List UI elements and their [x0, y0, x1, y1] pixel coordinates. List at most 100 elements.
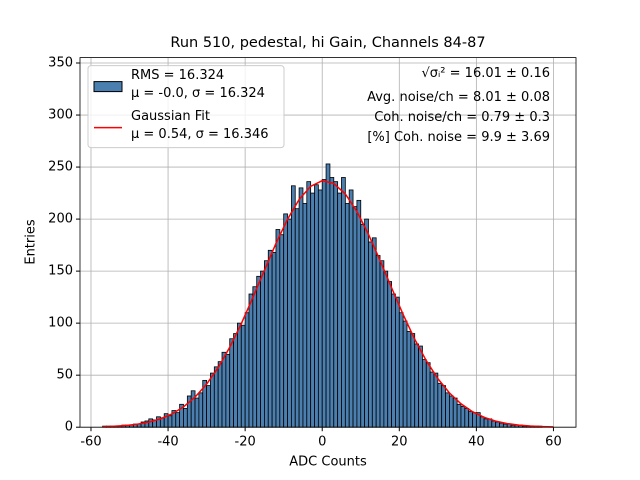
legend-label: μ = -0.0, σ = 16.324 [131, 86, 265, 101]
axes-frame [79, 57, 577, 428]
bar [329, 177, 335, 428]
bar [217, 361, 223, 428]
bar [233, 333, 238, 428]
bar [448, 395, 454, 428]
bar [356, 199, 362, 428]
bar [264, 260, 269, 428]
bar [348, 189, 354, 428]
bar [317, 189, 323, 428]
bar [210, 372, 215, 428]
bar [371, 237, 377, 428]
x-tick-label: 60 [545, 435, 562, 450]
bar [298, 187, 304, 428]
y-tick-label: 200 [48, 212, 73, 227]
y-tick-label: 300 [48, 108, 73, 123]
y-tick-label: 50 [56, 368, 73, 383]
legend-label: μ = 0.54, σ = 16.346 [131, 127, 269, 142]
x-tick-label: 0 [318, 435, 326, 450]
bar [437, 383, 443, 428]
bar [491, 420, 497, 428]
bar [483, 418, 489, 428]
legend-box [87, 65, 285, 149]
bar [398, 312, 404, 428]
x-tick-label: -60 [80, 435, 101, 450]
bar [198, 392, 204, 428]
bar [279, 234, 285, 428]
bar [225, 353, 231, 428]
bar [495, 421, 500, 428]
bar [306, 181, 312, 428]
bar [229, 338, 234, 428]
y-tick-label: 100 [48, 316, 73, 331]
x-tick-label: 40 [468, 435, 485, 450]
x-tick-label: 20 [391, 435, 408, 450]
bar [468, 411, 473, 428]
bar [175, 412, 181, 428]
bar [502, 423, 508, 428]
bar [167, 415, 173, 428]
bar [248, 293, 254, 428]
bar [375, 255, 381, 428]
bar [452, 397, 458, 428]
bar [190, 390, 196, 428]
bar [456, 403, 462, 428]
legend-swatch [93, 81, 123, 93]
bar [445, 392, 450, 428]
bar [352, 206, 358, 428]
bar [310, 192, 315, 428]
legend-label: Gaussian Fit [131, 109, 210, 124]
bar [341, 177, 346, 428]
bar [206, 385, 211, 428]
x-tick-label: -20 [235, 435, 256, 450]
annotation: Coh. noise/ch = 0.79 ± 0.3 [374, 110, 550, 125]
bar [391, 293, 396, 428]
bar [422, 359, 427, 428]
bar [410, 333, 416, 428]
bar [364, 218, 369, 428]
bar [418, 345, 423, 428]
bar [302, 203, 308, 428]
bar [472, 412, 477, 428]
bar [429, 371, 435, 428]
y-tick-label: 150 [48, 264, 73, 279]
bar [499, 422, 504, 428]
bar [460, 405, 466, 428]
bar [387, 281, 392, 428]
bar [221, 351, 227, 428]
bar [402, 320, 408, 428]
bar [425, 362, 431, 428]
bar [267, 249, 273, 428]
bar [294, 208, 300, 428]
bar [244, 312, 250, 428]
bar [237, 322, 242, 428]
annotation: √σᵢ² = 16.01 ± 0.16 [421, 66, 550, 81]
y-tick-label: 350 [48, 56, 73, 71]
bar [271, 251, 277, 428]
bar [148, 418, 154, 428]
bar [194, 397, 200, 428]
bar [441, 385, 446, 428]
bar [368, 241, 373, 428]
bar [213, 366, 219, 428]
bar [479, 416, 485, 428]
bar [406, 331, 412, 428]
bar [275, 229, 281, 428]
bar [240, 324, 246, 428]
bar [252, 286, 258, 428]
bar [414, 343, 419, 428]
bar [464, 408, 470, 428]
fit-line [102, 179, 554, 428]
annotation: [%] Coh. noise = 9.9 ± 3.69 [367, 130, 550, 145]
bar [360, 223, 366, 428]
bar [325, 163, 331, 428]
bar [383, 270, 389, 428]
bar [379, 260, 385, 428]
bar [256, 275, 261, 428]
x-tick-label: -40 [157, 435, 178, 450]
x-axis-label: ADC Counts [289, 455, 367, 470]
bar [260, 270, 265, 428]
y-tick-label: 250 [48, 160, 73, 175]
bar [287, 218, 292, 428]
chart-title: Run 510, pedestal, hi Gain, Channels 84-… [170, 35, 485, 51]
